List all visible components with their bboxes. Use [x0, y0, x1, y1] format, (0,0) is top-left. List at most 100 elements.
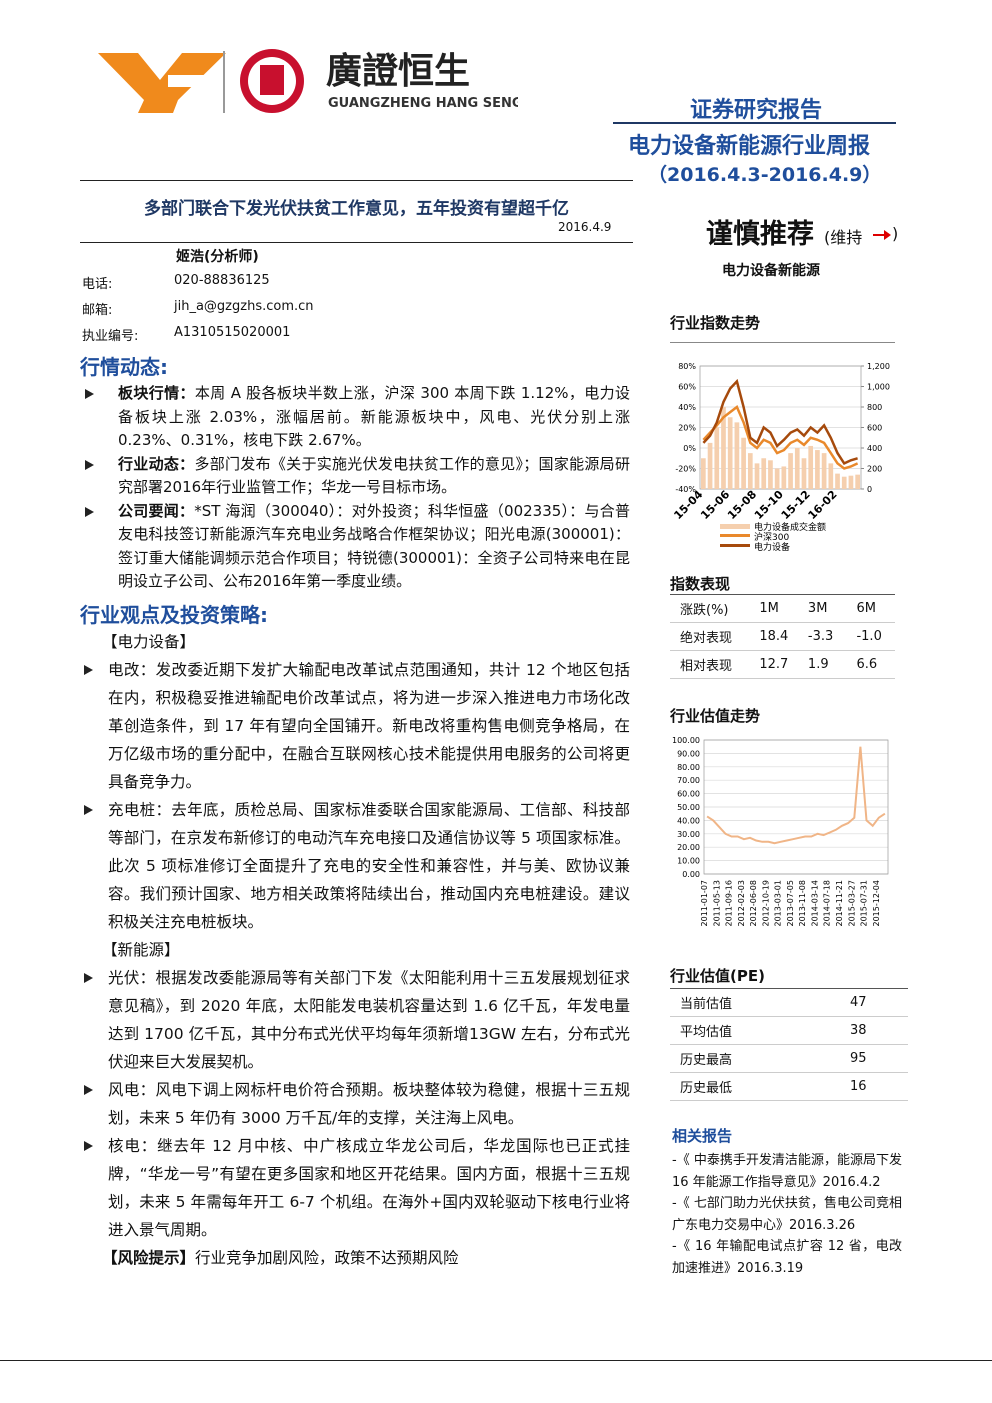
bullet	[84, 1141, 93, 1151]
y2-tick-label: 400	[867, 444, 882, 453]
table-row: 当前估值 47	[670, 988, 908, 1017]
lead: 板块行情：	[118, 384, 195, 402]
plot-frame	[703, 739, 889, 875]
label: 电话:	[82, 277, 113, 292]
bar	[821, 453, 827, 489]
x-tick-label: 2013-07-05	[786, 880, 795, 927]
bar	[747, 453, 753, 489]
bullet	[85, 506, 94, 517]
bar	[761, 458, 767, 489]
legend-swatch	[720, 524, 750, 529]
x-tick-label: 2014-07-18	[823, 880, 832, 927]
paragraph: 风电：风电下调上网标杆电价符合预期。板块整体较为稳健，根据十三五规划，未来 5 …	[108, 1081, 630, 1127]
paragraph: 核电：继去年 12 月中核、中广核成立华龙公司后，华龙国际也已正式挂牌，“华龙一…	[108, 1137, 630, 1239]
table-cell: 18.4	[759, 629, 789, 644]
lead: 公司要闻：	[118, 501, 195, 520]
table-cell: 6M	[856, 601, 876, 616]
y-tick-label: 60%	[678, 383, 696, 392]
bullet-item: 板块行情：本周 A 股各板块半数上涨，沪深 300 本周下跌 1.12%，电力设…	[80, 382, 630, 453]
rating: 谨慎推荐	[706, 219, 814, 250]
risk-text: 行业竞争加剧风险，政策不达预期风险	[195, 1249, 459, 1267]
logo-mark	[168, 75, 210, 87]
bullet-item: 公司要闻：*ST 海润（300040）：对外投资；科华恒盛（002335）：与合…	[80, 500, 630, 594]
rating-arrow	[873, 230, 891, 240]
related-item: -《 中泰携手开发清洁能源，能源局下发 16 年能源工作指导意见》2016.4.…	[672, 1153, 902, 1190]
line	[702, 405, 859, 470]
bar	[774, 468, 780, 489]
bullet-item: 电改：发改委近期下发扩大输配电改革试点范围通知，共计 12 个地区包括在内，积极…	[80, 656, 630, 796]
table-cell: 涨跌(%)	[680, 603, 729, 618]
sector: 电力设备新能源	[722, 263, 820, 279]
lead: 行业动态：	[118, 454, 195, 473]
y-tick-label: 100.00	[672, 736, 700, 745]
pe-table: 当前估值 47 平均估值 38 历史最高 95 历史最低 16	[670, 988, 908, 1101]
rule	[80, 242, 633, 243]
y-tick-label: 90.00	[677, 749, 700, 758]
table-row: 历史最低 16	[670, 1073, 908, 1101]
bullet-item: 充电桩：去年底，质检总局、国家标准委联合国家能源局、工信部、科技部等部门，在京发…	[80, 796, 630, 936]
table-cell: 相对表现	[680, 659, 733, 674]
line	[702, 378, 858, 465]
report-period: （2016.4.3-2016.4.9）	[648, 164, 882, 186]
legend-swatch	[720, 534, 750, 537]
rule	[80, 180, 633, 181]
headline: 多部门联合下发光伏扶贫工作意见，五年投资有望超千亿	[144, 199, 569, 219]
bullet	[85, 389, 94, 399]
text: 本周 A 股各板块半数上涨，沪深 300 本周下跌 1.12%，电力设备板块上涨…	[118, 384, 630, 449]
bullet	[84, 973, 93, 983]
y-tick-label: 50.00	[677, 803, 700, 812]
x-tick-label: 2011-09-16	[725, 880, 734, 927]
index-table: 涨跌(%) 1M 3M 6M 绝对表现 18.4 -3.3 -1.0 相对表现 12.7 1.9 6.…	[670, 594, 895, 679]
side-title: 行业指数走势	[670, 314, 761, 332]
rule	[670, 342, 895, 343]
side-title: 行业估值走势	[670, 707, 761, 725]
group-label: 【新能源】	[102, 941, 180, 959]
table-cell: 1M	[759, 601, 779, 616]
value: A1310515020001	[174, 325, 291, 340]
risk-label: 【风险提示】	[102, 1249, 196, 1267]
table-row: 涨跌(%) 1M 3M 6M	[670, 594, 895, 623]
x-tick-label: 2013-11-08	[798, 880, 807, 927]
bar	[815, 450, 820, 489]
text: 多部门发布《关于实施光伏发电扶贫工作的意见》；国家能源局研究部署2016年行业监…	[118, 454, 630, 497]
bar	[701, 458, 706, 489]
legend-label: 电力设备	[754, 541, 790, 553]
paragraph: 充电桩：去年底，质检总局、国家标准委联合国家能源局、工信部、科技部等部门，在京发…	[108, 801, 630, 931]
y2-tick-label: 1,000	[867, 383, 890, 392]
strategy-list: 【电力设备】 电改：发改委近期下发扩大输配电改革试点范围通知，共计 12 个地区包…	[80, 628, 630, 1272]
report-type: 证券研究报告	[690, 98, 823, 123]
risk: 【风险提示】行业竞争加剧风险，政策不达预期风险	[80, 1244, 630, 1272]
y-tick-label: 10.00	[677, 857, 700, 866]
x-tick-label: 2013-03-01	[774, 880, 783, 927]
bar	[734, 422, 740, 489]
table-cell: 16	[850, 1079, 867, 1094]
x-tick-label: 2014-03-14	[810, 880, 819, 927]
market-list: 板块行情：本周 A 股各板块半数上涨，沪深 300 本周下跌 1.12%，电力设…	[80, 382, 630, 594]
x-tick-label: 2012-10-19	[761, 880, 770, 927]
bar	[835, 473, 840, 489]
paragraph: 电改：发改委近期下发扩大输配电改革试点范围通知，共计 12 个地区包括在内，积极…	[108, 661, 630, 791]
x-tick-label: 15-08	[725, 488, 759, 522]
line	[706, 746, 886, 845]
bar	[848, 475, 854, 489]
plot-frame	[699, 365, 862, 490]
side-title: 相关报告	[672, 1127, 733, 1145]
y2-tick-label: 200	[867, 465, 882, 474]
bar	[727, 417, 733, 489]
y2-tick-label: 1,200	[867, 362, 890, 371]
bar	[768, 460, 773, 489]
bullet	[84, 805, 93, 815]
bar	[801, 458, 807, 489]
paragraph: 公司要闻：*ST 海润（300040）：对外投资；科华恒盛（002335）：与合…	[118, 500, 630, 594]
y-tick-label: 0.00	[682, 870, 700, 879]
x-tick-label: 2011-01-07	[700, 880, 709, 927]
bullet-item: 核电：继去年 12 月中核、中广核成立华龙公司后，华龙国际也已正式挂牌，“华龙一…	[80, 1132, 630, 1244]
paragraph: 光伏：根据发改委能源局等有关部门下发《太阳能利用十三五发展规划征求意见稿》，到 …	[108, 969, 630, 1071]
y-tick-label: 40%	[678, 403, 696, 412]
table-cell: 平均估值	[680, 1025, 733, 1040]
y-tick-label: 20.00	[677, 843, 700, 852]
y2-tick-label: 800	[867, 403, 882, 412]
label: 执业编号:	[82, 329, 139, 344]
bullet	[84, 665, 93, 675]
bar	[828, 463, 834, 489]
